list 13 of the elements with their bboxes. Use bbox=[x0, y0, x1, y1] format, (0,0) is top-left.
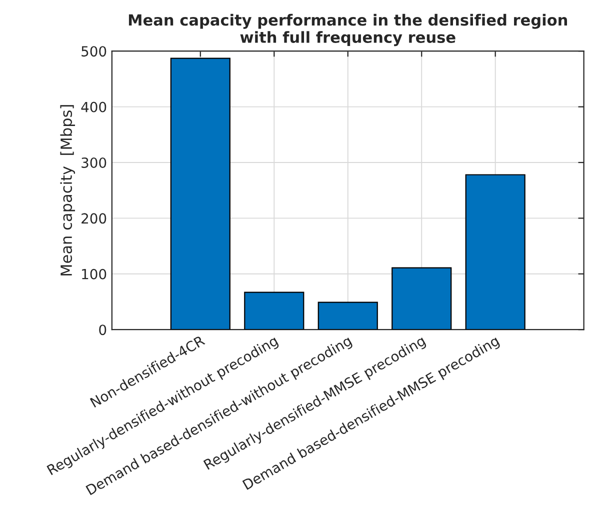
y-tick-label: 500 bbox=[82, 46, 106, 57]
y-tick-label: 200 bbox=[82, 213, 106, 224]
bar bbox=[170, 58, 230, 330]
chart-title: Mean capacity performance in the densified region with full frequency reuse bbox=[128, 14, 568, 46]
bar bbox=[392, 267, 452, 330]
y-tick-label: 300 bbox=[82, 157, 106, 168]
y-tick-label: 100 bbox=[82, 268, 106, 280]
bar bbox=[465, 174, 526, 330]
bar bbox=[318, 302, 378, 330]
y-tick-label: 0 bbox=[99, 324, 106, 336]
y-tick-label: 400 bbox=[81, 102, 106, 112]
bar bbox=[244, 292, 304, 330]
y-axis-title: Mean capacity [Mbps] bbox=[60, 105, 75, 276]
